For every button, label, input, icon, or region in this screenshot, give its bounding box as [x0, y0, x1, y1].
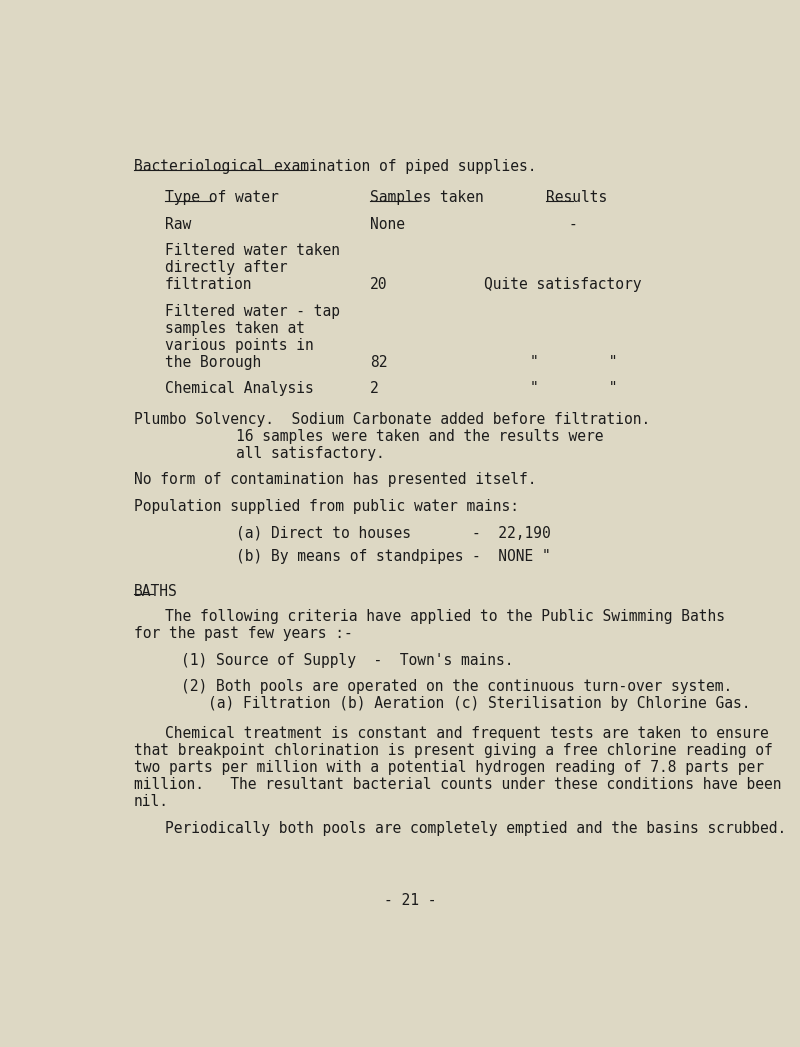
Text: Chemical treatment is constant and frequent tests are taken to ensure: Chemical treatment is constant and frequ…	[165, 727, 769, 741]
Text: nil.: nil.	[134, 794, 169, 809]
Text: Filtered water taken: Filtered water taken	[165, 243, 340, 259]
Text: that breakpoint chlorination is present giving a free chlorine reading of: that breakpoint chlorination is present …	[134, 743, 773, 758]
Text: Bacteriological examination of piped supplies.: Bacteriological examination of piped sup…	[134, 159, 537, 175]
Text: Plumbo Solvency.  Sodium Carbonate added before filtration.: Plumbo Solvency. Sodium Carbonate added …	[134, 411, 650, 427]
Text: directly after: directly after	[165, 261, 288, 275]
Text: Raw: Raw	[165, 217, 191, 231]
Text: - 21 -: - 21 -	[384, 893, 436, 908]
Text: Filtered water - tap: Filtered water - tap	[165, 304, 340, 318]
Text: Periodically both pools are completely emptied and the basins scrubbed.: Periodically both pools are completely e…	[165, 821, 786, 836]
Text: -  22,190: - 22,190	[472, 526, 550, 540]
Text: (2) Both pools are operated on the continuous turn-over system.: (2) Both pools are operated on the conti…	[181, 680, 732, 694]
Text: Samples taken: Samples taken	[370, 191, 483, 205]
Text: Population supplied from public water mains:: Population supplied from public water ma…	[134, 499, 519, 514]
Text: 82: 82	[370, 355, 387, 370]
Text: BATHS: BATHS	[134, 583, 178, 599]
Text: Quite satisfactory: Quite satisfactory	[485, 277, 642, 292]
Text: "        ": " "	[530, 381, 617, 396]
Text: (1) Source of Supply  -  Town's mains.: (1) Source of Supply - Town's mains.	[181, 653, 513, 668]
Text: None: None	[370, 217, 405, 231]
Text: Results: Results	[546, 191, 608, 205]
Text: two parts per million with a potential hydrogen reading of 7.8 parts per: two parts per million with a potential h…	[134, 760, 764, 775]
Text: samples taken at: samples taken at	[165, 320, 305, 336]
Text: No form of contamination has presented itself.: No form of contamination has presented i…	[134, 472, 537, 487]
Text: -  NONE ": - NONE "	[472, 549, 550, 564]
Text: (b) By means of standpipes: (b) By means of standpipes	[237, 549, 464, 564]
Text: various points in: various points in	[165, 338, 314, 353]
Text: for the past few years :-: for the past few years :-	[134, 626, 353, 641]
Text: Type of water: Type of water	[165, 191, 279, 205]
Text: all satisfactory.: all satisfactory.	[237, 446, 385, 461]
Text: The following criteria have applied to the Public Swimming Baths: The following criteria have applied to t…	[165, 609, 725, 624]
Text: -: -	[569, 217, 578, 231]
Text: 20: 20	[370, 277, 387, 292]
Text: (a) Direct to houses: (a) Direct to houses	[237, 526, 411, 540]
Text: 2: 2	[370, 381, 378, 396]
Text: "        ": " "	[530, 355, 617, 370]
Text: the Borough: the Borough	[165, 355, 262, 370]
Text: million.   The resultant bacterial counts under these conditions have been: million. The resultant bacterial counts …	[134, 777, 782, 792]
Text: 16 samples were taken and the results were: 16 samples were taken and the results we…	[237, 429, 604, 444]
Text: (a) Filtration (b) Aeration (c) Sterilisation by Chlorine Gas.: (a) Filtration (b) Aeration (c) Sterilis…	[209, 696, 751, 711]
Text: filtration: filtration	[165, 277, 253, 292]
Text: Chemical Analysis: Chemical Analysis	[165, 381, 314, 396]
